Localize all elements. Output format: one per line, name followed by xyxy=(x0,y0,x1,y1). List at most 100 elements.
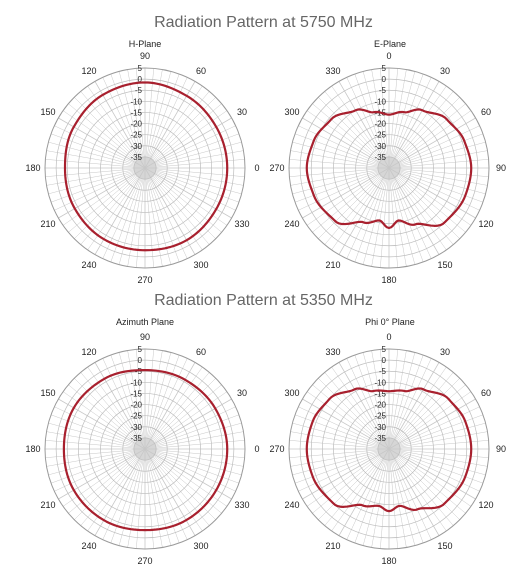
angle-tick-label: 330 xyxy=(234,500,249,510)
grid-ring xyxy=(122,145,168,191)
ring-tick-label: -35 xyxy=(374,153,386,162)
ring-tick-label: -15 xyxy=(130,389,142,398)
grid-spoke xyxy=(58,167,146,219)
grid-ring xyxy=(133,156,157,180)
angle-tick-label: 330 xyxy=(234,219,249,229)
ring-tick-label: -35 xyxy=(130,434,142,443)
angle-tick-label: 150 xyxy=(437,260,452,270)
plot-title-phi0-plane: Phi 0° Plane xyxy=(365,317,415,327)
angle-tick-label: 210 xyxy=(40,219,55,229)
polar-chart-phi0-plane: 50-5-10-15-20-25-30-35906030033030027024… xyxy=(269,332,506,566)
section-title-5750: Radiation Pattern at 5750 MHz xyxy=(154,14,373,31)
grid-ring xyxy=(355,415,423,483)
angle-tick-label: 240 xyxy=(81,541,96,551)
grid-ring xyxy=(66,89,224,247)
grid-spoke xyxy=(94,448,146,536)
grid-spoke xyxy=(388,167,476,219)
grid-spoke xyxy=(144,398,232,450)
grid-ring xyxy=(133,437,157,461)
grid-ring xyxy=(321,100,457,236)
grid-ring xyxy=(366,426,412,472)
polar-chart-h-plane: 5 0 -5 -10 -15 -20 -25 -30 -35 0 30 60 90 120 150 180 21… xyxy=(25,51,259,285)
ring-tick-label: -5 xyxy=(379,367,387,376)
polar-chart-azimuth-plane: 5 0 -5 -10 -15 -20 -25 -30 -35 0 30 60 90 120 150 180 21… xyxy=(25,332,259,566)
grid-ring xyxy=(333,112,445,224)
angle-tick-label: 210 xyxy=(325,541,340,551)
angle-tick-label: 60 xyxy=(481,107,491,117)
ring-tick-label: -20 xyxy=(130,401,142,410)
angle-tick-label: 90 xyxy=(496,163,506,173)
angle-tick-label: 150 xyxy=(437,541,452,551)
grid-ring xyxy=(377,437,401,461)
pattern-trace xyxy=(305,387,473,513)
grid-ring xyxy=(55,359,235,539)
grid-spoke xyxy=(302,167,390,219)
grid-spoke xyxy=(302,398,390,450)
grid-ring xyxy=(77,100,213,236)
ring-tick-label: 5 xyxy=(138,345,143,354)
grid-spoke xyxy=(58,398,146,450)
angle-tick-label: 90 xyxy=(140,332,150,342)
grid-spoke xyxy=(338,362,390,450)
angle-tick-label: 150 xyxy=(40,388,55,398)
grid-ring xyxy=(288,348,490,550)
grid-ring xyxy=(344,123,434,213)
ring-tick-label: -10 xyxy=(374,378,386,387)
angle-tick-label: 90 xyxy=(496,444,506,454)
ring-tick-label: 0 xyxy=(138,356,143,365)
grid-ring xyxy=(100,404,190,494)
grid-spoke xyxy=(388,398,476,450)
ring-tick-label: -20 xyxy=(374,120,386,129)
ring-tick-label: -25 xyxy=(374,412,386,421)
plot-title-azimuth-plane: Azimuth Plane xyxy=(115,317,175,327)
grid-ring xyxy=(299,359,479,539)
ring-tick-label: -15 xyxy=(130,108,142,117)
ring-tick-label: -35 xyxy=(374,434,386,443)
grid-spoke xyxy=(58,117,146,169)
angle-tick-label: 210 xyxy=(40,500,55,510)
ring-tick-label: -5 xyxy=(379,86,387,95)
grid-spoke xyxy=(144,448,232,500)
ring-tick-label: -10 xyxy=(130,378,142,387)
angle-tick-label: 180 xyxy=(25,444,40,454)
angle-tick-label: 270 xyxy=(137,275,152,285)
grid-ring xyxy=(44,348,246,550)
ring-tick-label: -20 xyxy=(374,401,386,410)
angle-tick-label: 0 xyxy=(254,444,259,454)
grid-spoke xyxy=(94,362,146,450)
angle-tick-label: 150 xyxy=(40,107,55,117)
pattern-trace xyxy=(63,81,229,252)
grid-ring xyxy=(66,370,224,528)
grid-ring xyxy=(310,89,468,247)
grid-ring xyxy=(344,404,434,494)
angle-tick-label: 270 xyxy=(269,444,284,454)
angle-tick-label: 0 xyxy=(254,163,259,173)
ring-tick-label: -30 xyxy=(374,142,386,151)
angle-tick-label: 60 xyxy=(481,388,491,398)
angle-tick-label: 270 xyxy=(137,556,152,566)
angle-tick-label: 120 xyxy=(81,347,96,357)
grid-ring xyxy=(333,393,445,505)
grid-spoke xyxy=(302,117,390,169)
grid-spoke xyxy=(338,448,390,536)
grid-ring xyxy=(310,370,468,528)
angle-tick-label: 120 xyxy=(478,500,493,510)
ring-tick-label: 5 xyxy=(138,64,143,73)
grid-ring xyxy=(89,393,201,505)
angle-tick-label: 30 xyxy=(237,107,247,117)
grid-ring xyxy=(299,78,479,258)
grid-spoke xyxy=(58,448,146,500)
pattern-trace xyxy=(62,369,229,532)
grid-spoke xyxy=(388,448,476,500)
angle-tick-label: 300 xyxy=(284,388,299,398)
ring-tick-label: 5 xyxy=(382,64,387,73)
ring-tick-label: 0 xyxy=(382,356,387,365)
ring-tick-label: -30 xyxy=(130,142,142,151)
angle-tick-label: 240 xyxy=(284,500,299,510)
angle-tick-label: 60 xyxy=(196,347,206,357)
angle-tick-label: 180 xyxy=(381,556,396,566)
grid-ring xyxy=(89,112,201,224)
grid-ring xyxy=(111,415,179,483)
section-title-5350: Radiation Pattern at 5350 MHz xyxy=(154,292,373,309)
angle-tick-label: 0 xyxy=(386,51,391,61)
